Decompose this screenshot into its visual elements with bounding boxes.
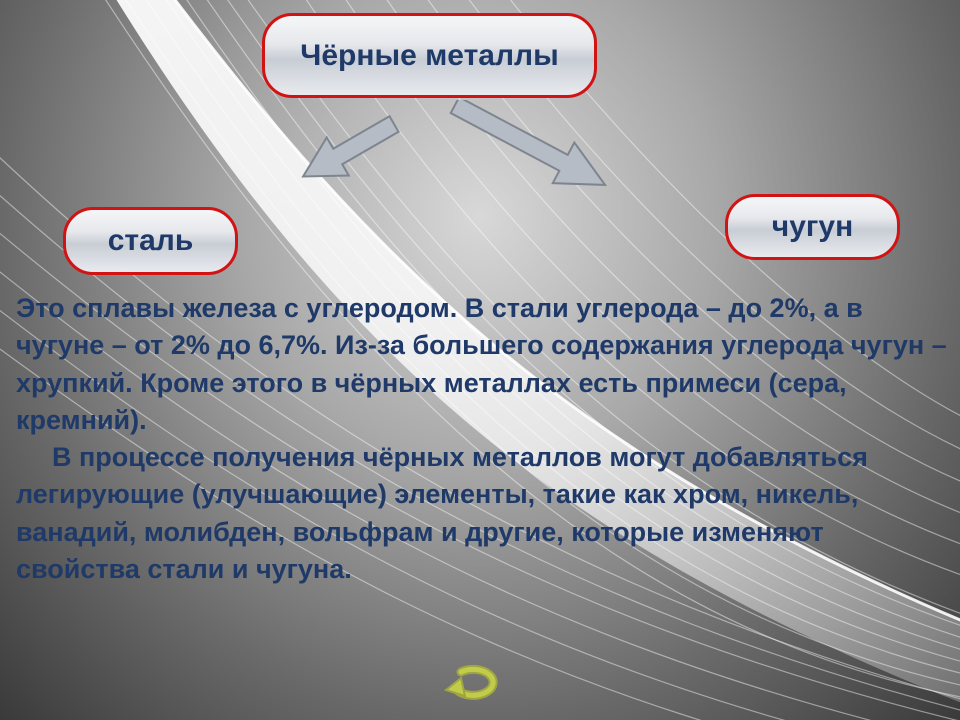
return-arrow-icon[interactable] xyxy=(443,660,511,708)
node-castiron: чугун xyxy=(725,194,900,260)
node-steel: сталь xyxy=(63,207,238,275)
paragraph-1: Это сплавы железа с углеродом. В стали у… xyxy=(16,290,954,439)
node-root: Чёрные металлы xyxy=(262,13,597,98)
node-castiron-label: чугун xyxy=(772,210,853,244)
arrow-right xyxy=(440,100,620,190)
node-root-label: Чёрные металлы xyxy=(300,39,558,73)
body-text: Это сплавы железа с углеродом. В стали у… xyxy=(16,290,954,588)
paragraph-2: В процессе получения чёрных металлов мог… xyxy=(16,439,954,588)
node-steel-label: сталь xyxy=(108,224,194,258)
arrow-left xyxy=(292,110,407,190)
